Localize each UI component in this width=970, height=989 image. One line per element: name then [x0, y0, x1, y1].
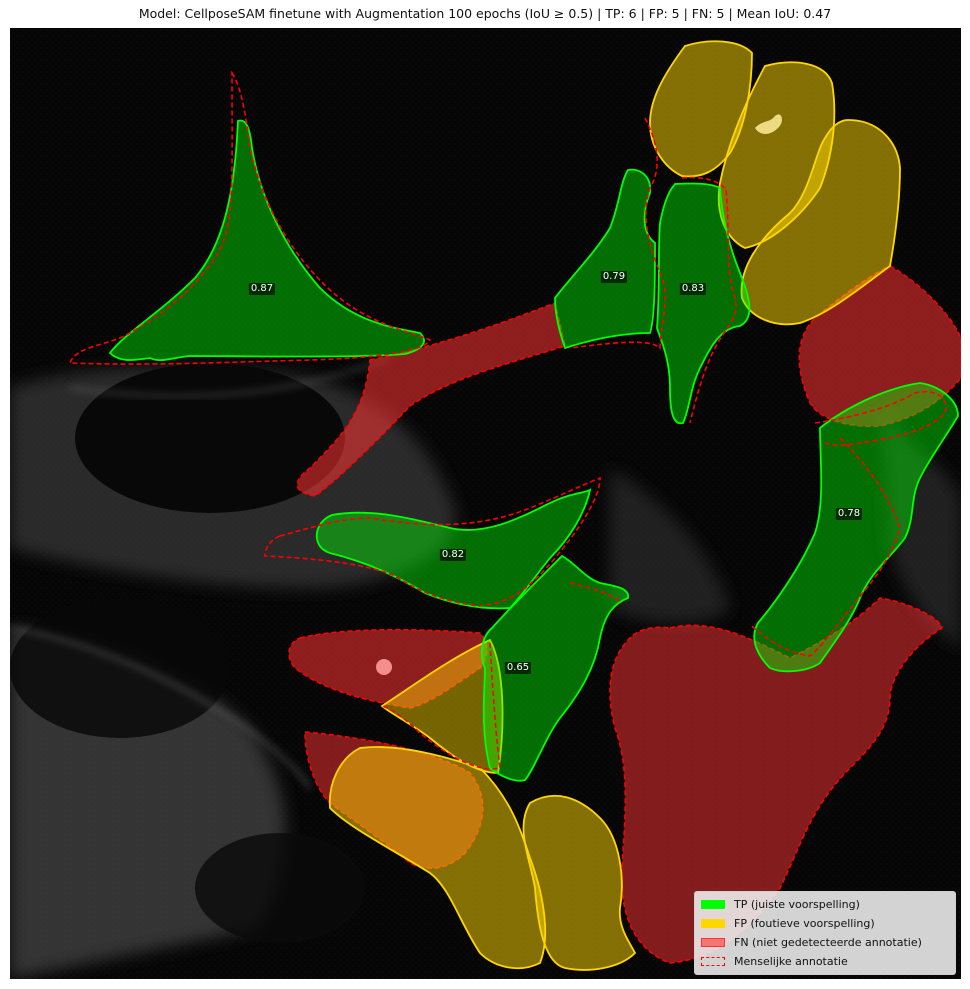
- legend: TP (juiste voorspelling) FP (foutieve vo…: [694, 891, 956, 975]
- tp-cell-078: [753, 382, 959, 673]
- annotation-outline: [814, 391, 947, 446]
- legend-item-annotation: Menselijke annotatie: [701, 953, 848, 969]
- figure-title: Model: CellposeSAM finetune with Augment…: [138, 6, 832, 21]
- annotation-outline: [264, 476, 601, 607]
- fp-cell-top-3: [740, 119, 901, 326]
- annotation-swatch: [701, 956, 725, 966]
- fp-cell-bottom-2: [522, 794, 637, 971]
- annotation-outlines: [68, 70, 947, 770]
- fn-cell-bridge: [296, 301, 566, 497]
- legend-item-fn: FN (niet gedetecteerde annotatie): [701, 934, 922, 950]
- iou-label: 0.65: [504, 662, 532, 674]
- tp-cell-065: [480, 554, 629, 782]
- legend-label: Menselijke annotatie: [734, 954, 848, 968]
- annotation-outline: [569, 117, 666, 350]
- legend-item-fp: FP (foutieve voorspelling): [701, 915, 875, 931]
- microscopy-image: 0.87 0.79 0.83 0.78 0.82 0.65: [10, 28, 961, 979]
- annotation-outline: [381, 642, 501, 770]
- legend-label: FN (niet gedetecteerde annotatie): [734, 935, 922, 949]
- fp-regions: [328, 40, 901, 971]
- fp-swatch: [701, 918, 725, 928]
- annotation-outline: [68, 70, 432, 365]
- iou-label: 0.82: [439, 549, 467, 561]
- iou-label: 0.78: [835, 508, 863, 520]
- legend-label: TP (juiste voorspelling): [734, 897, 860, 911]
- fp-cell-top-1: [649, 40, 753, 178]
- iou-label: 0.79: [600, 271, 628, 283]
- annotation-outline: [751, 437, 901, 657]
- legend-label: FP (foutieve voorspelling): [734, 916, 875, 930]
- annotation-outline: [681, 176, 737, 424]
- iou-label: 0.83: [679, 283, 707, 295]
- annotation-outline: [569, 582, 623, 604]
- fn-cell-right-top: [798, 265, 961, 428]
- fp-cell-overlap-center: [380, 638, 504, 774]
- tp-swatch: [701, 899, 725, 909]
- fn-swatch: [701, 937, 725, 947]
- segmentation-overlay: [10, 28, 961, 979]
- tp-regions: [108, 119, 959, 782]
- legend-item-tp: TP (juiste voorspelling): [701, 896, 860, 912]
- fn-cell-large-bottom: [609, 597, 943, 964]
- tp-cell-087: [108, 119, 425, 361]
- iou-label: 0.87: [248, 283, 276, 295]
